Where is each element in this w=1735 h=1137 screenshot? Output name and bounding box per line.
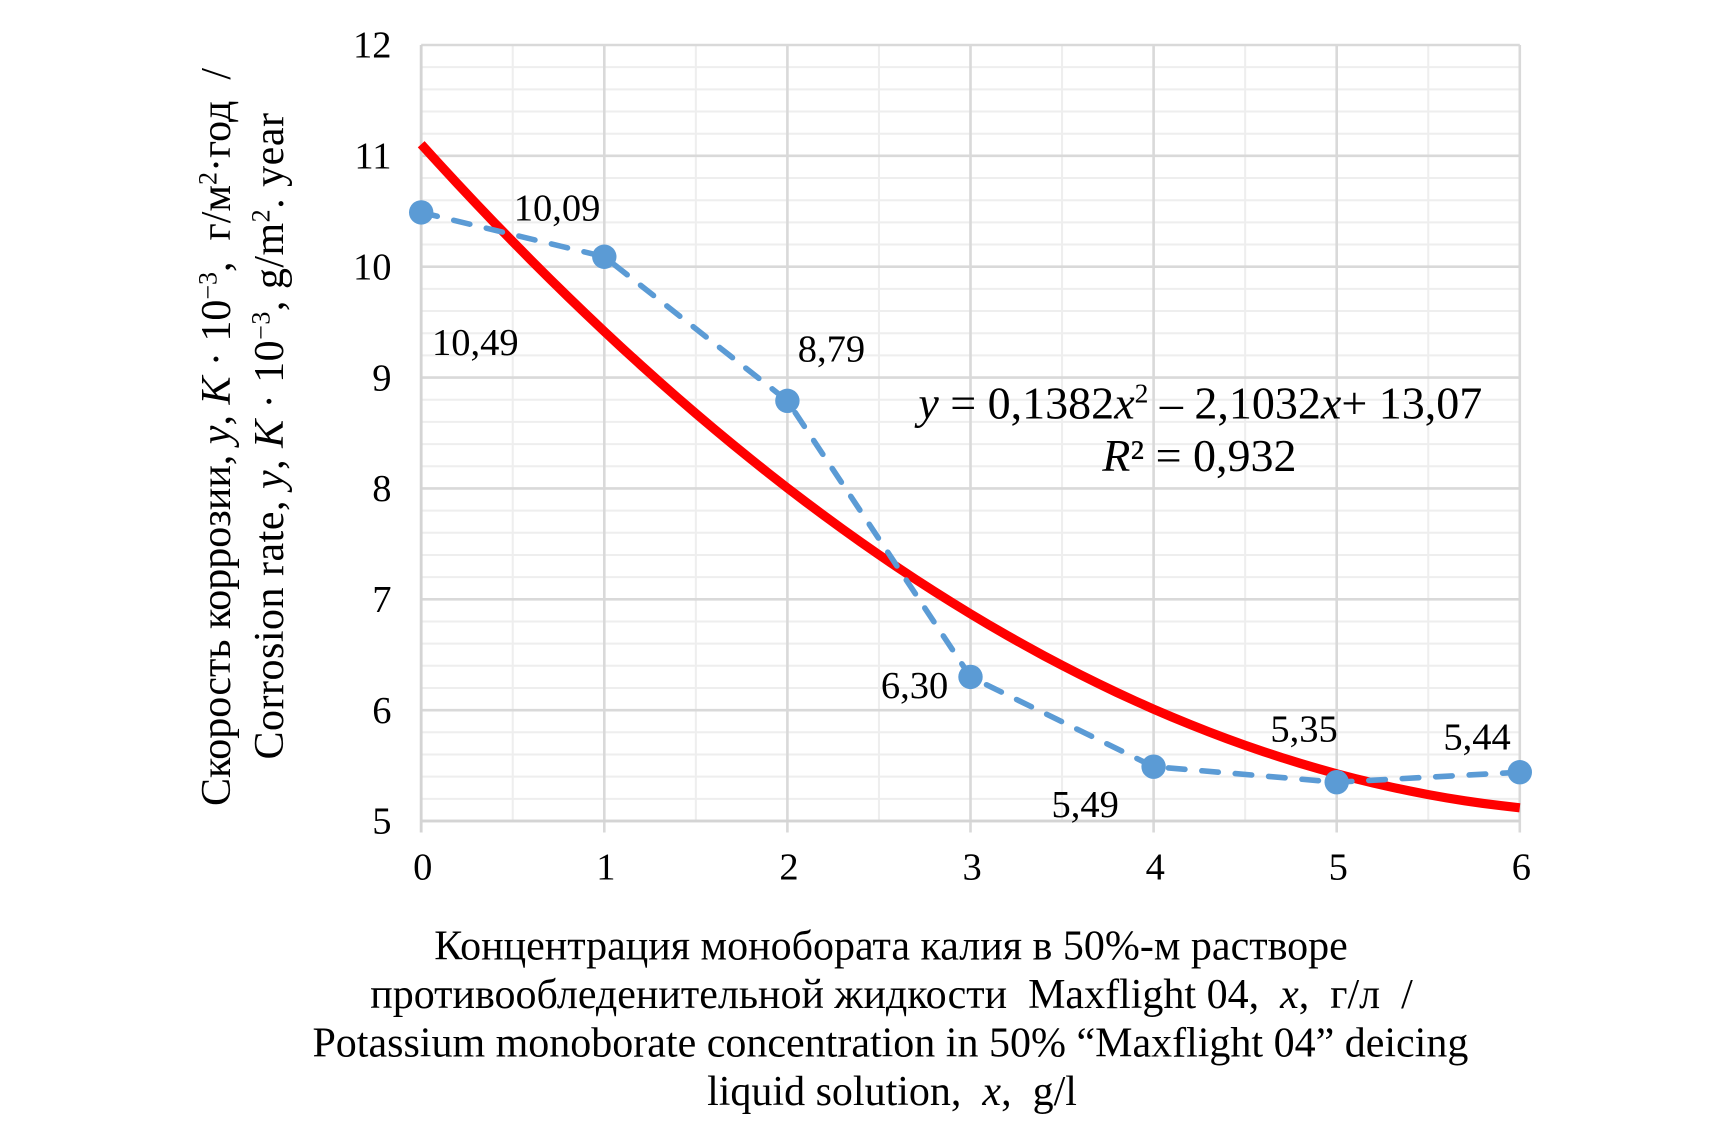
svg-text:7: 7 <box>372 579 391 621</box>
svg-text:y = 0,1382x2 – 2,1032x+ 13,07: y = 0,1382x2 – 2,1032x+ 13,07 <box>914 377 1482 428</box>
svg-text:10,49: 10,49 <box>432 322 519 364</box>
svg-text:6,30: 6,30 <box>881 665 948 707</box>
svg-text:6: 6 <box>1512 846 1531 888</box>
svg-text:4: 4 <box>1146 846 1165 888</box>
svg-text:1: 1 <box>596 846 615 888</box>
svg-text:11: 11 <box>354 136 391 178</box>
svg-text:Скорость коррозии, y, К · 10−3: Скорость коррозии, y, К · 10−3, г/м2·год… <box>194 68 241 806</box>
svg-text:5,49: 5,49 <box>1052 784 1119 826</box>
svg-text:противообледенительной жидкост: противообледенительной жидкости Maxfligh… <box>370 972 1413 1018</box>
svg-text:5,44: 5,44 <box>1443 717 1510 759</box>
svg-text:9: 9 <box>372 357 391 399</box>
svg-text:6: 6 <box>372 690 391 732</box>
svg-text:3: 3 <box>962 846 981 888</box>
svg-text:liquid solution, x, g/l: liquid solution, x, g/l <box>707 1069 1077 1115</box>
svg-text:5: 5 <box>1329 846 1348 888</box>
svg-text:R² = 0,932: R² = 0,932 <box>1101 430 1296 481</box>
svg-text:8: 8 <box>372 468 391 510</box>
svg-text:0: 0 <box>413 846 432 888</box>
svg-text:Концентрация монобората калия: Концентрация монобората калия в 50%-м ра… <box>434 924 1348 970</box>
svg-text:12: 12 <box>353 25 392 67</box>
svg-text:5: 5 <box>372 801 391 843</box>
svg-text:Corrosion rate, y, K · 10−3, g: Corrosion rate, y, K · 10−3, g/m2. year <box>247 113 294 760</box>
svg-text:8,79: 8,79 <box>798 329 865 371</box>
svg-text:5,35: 5,35 <box>1270 708 1337 750</box>
svg-text:10: 10 <box>353 246 392 288</box>
svg-text:Potassium monoborate concentra: Potassium monoborate concentration in 50… <box>312 1020 1468 1066</box>
svg-text:10,09: 10,09 <box>514 188 601 230</box>
svg-text:2: 2 <box>779 846 798 888</box>
